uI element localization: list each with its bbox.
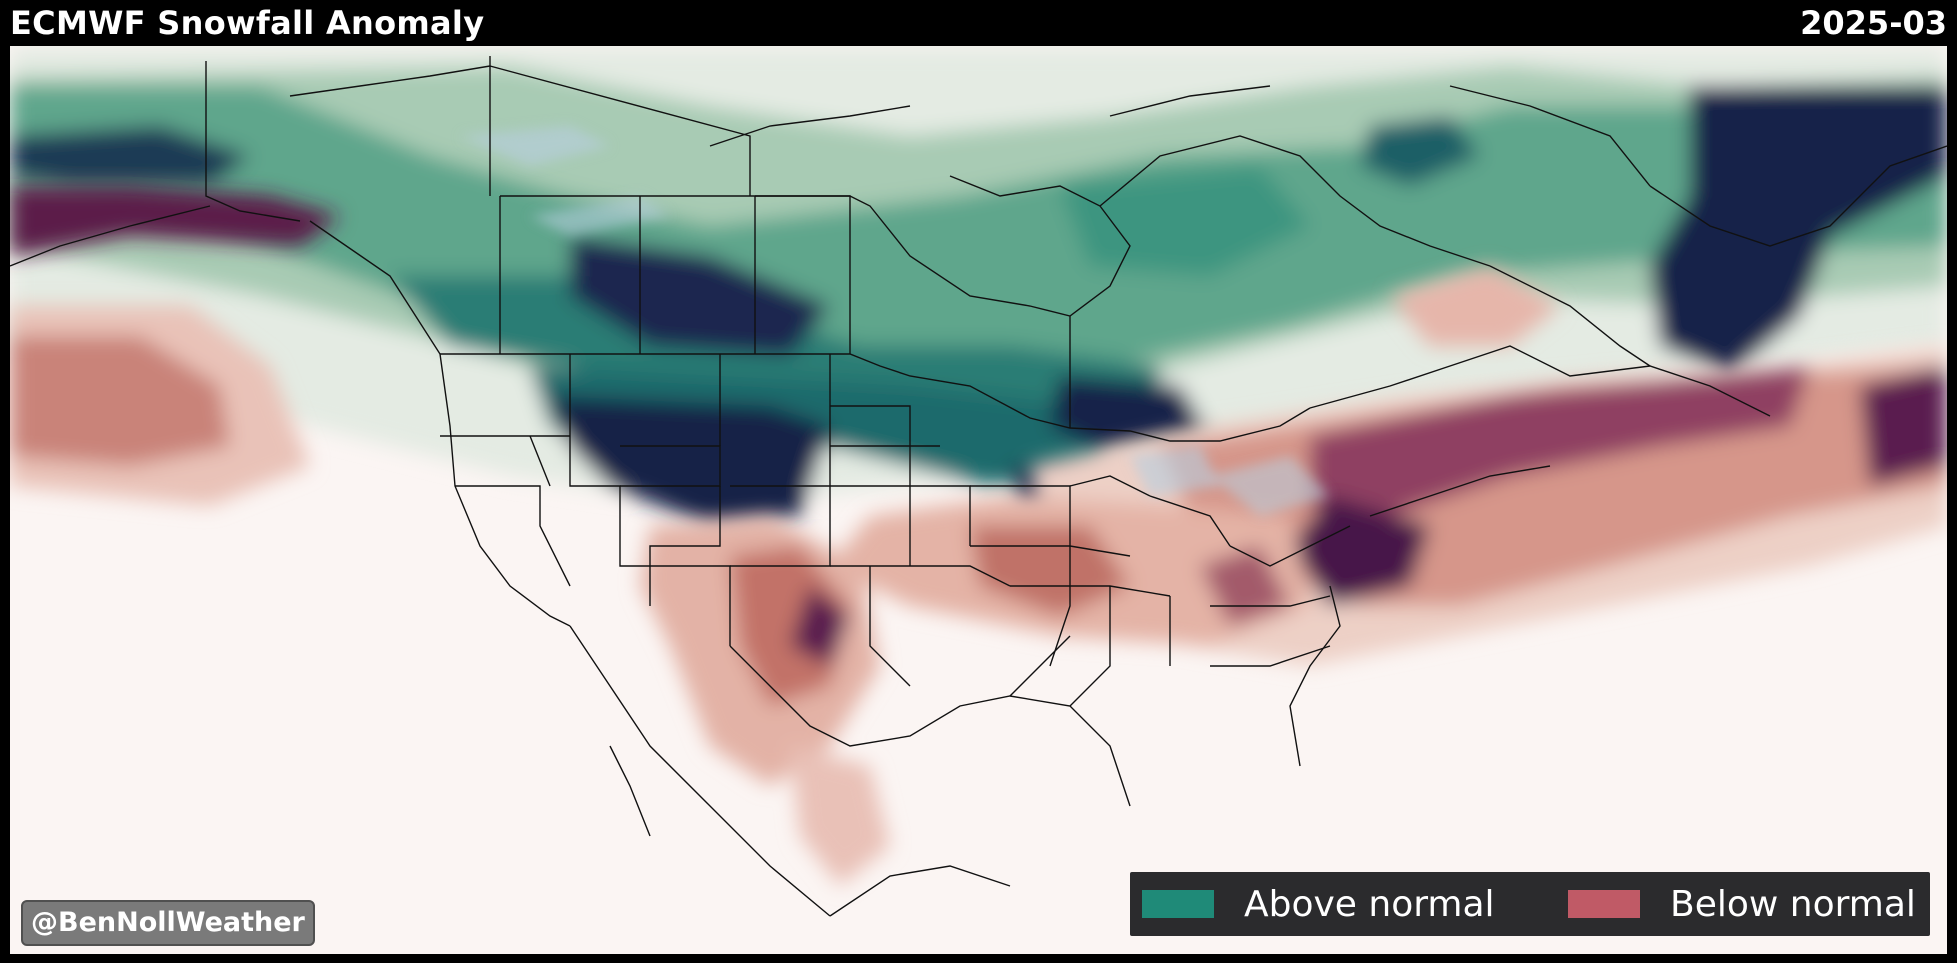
above-normal-label: Above normal: [1244, 883, 1495, 925]
map-date: 2025-03: [1800, 4, 1947, 42]
below-normal-shading: [10, 186, 1947, 886]
snowfall-anomaly-map: [10, 46, 1947, 954]
map-canvas: [10, 46, 1947, 917]
lakes-overlay: [460, 126, 1330, 516]
title-bar: ECMWF Snowfall Anomaly 2025-03: [0, 0, 1957, 46]
map-title: ECMWF Snowfall Anomaly: [10, 4, 485, 42]
legend-item-below-normal: Below normal: [1568, 872, 1916, 936]
us-canada-border: [440, 353, 1311, 442]
legend: Above normal Below normal: [1130, 872, 1930, 936]
legend-item-above-normal: Above normal: [1142, 872, 1495, 936]
above-normal-swatch: [1142, 890, 1214, 918]
below-normal-swatch: [1568, 890, 1640, 918]
alaska-canada-border: [205, 61, 301, 222]
boundaries: [10, 56, 1947, 917]
credit-badge: @BenNollWeather: [21, 900, 315, 946]
below-normal-label: Below normal: [1670, 883, 1916, 925]
